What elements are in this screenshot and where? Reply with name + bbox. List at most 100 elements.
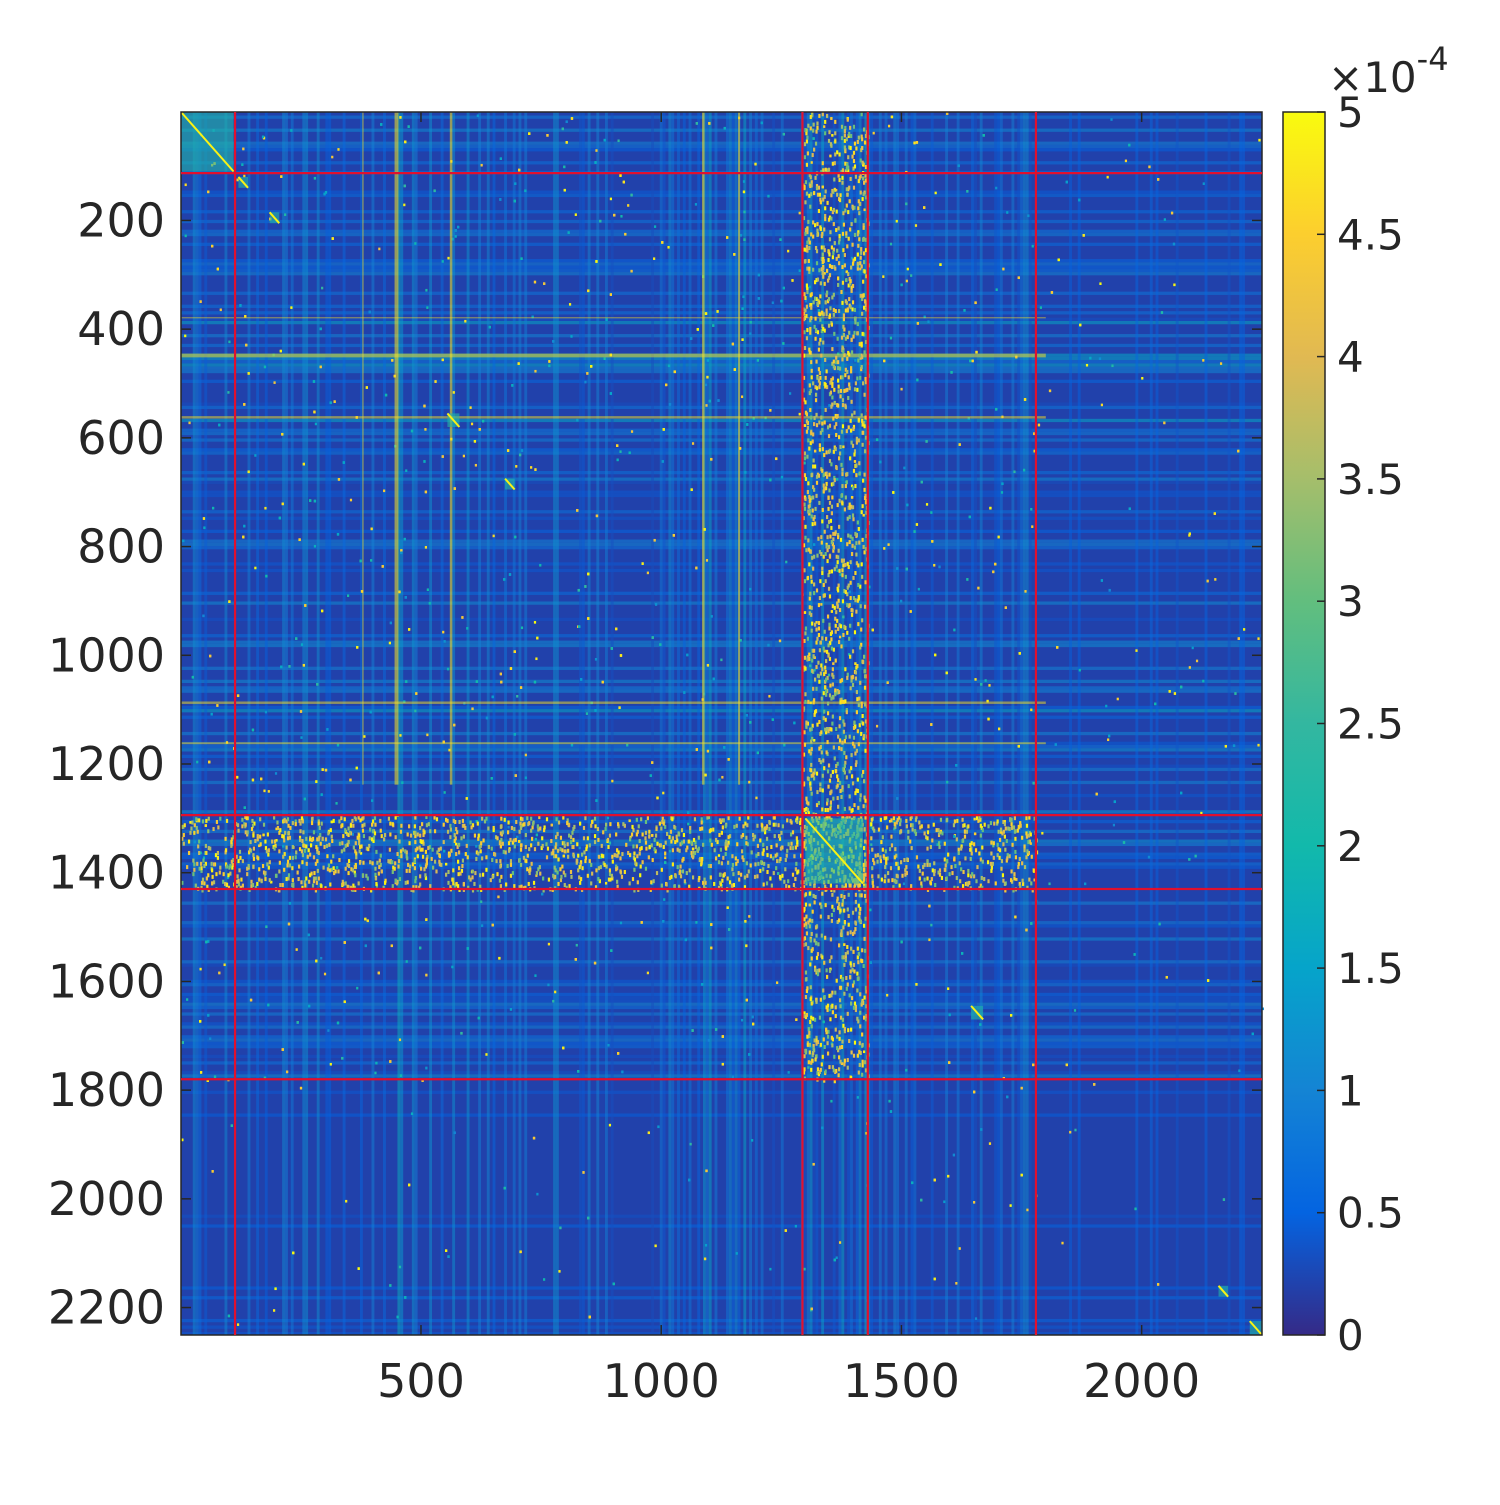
heatmap-cell [572,844,575,849]
heatmap-cell [851,206,855,211]
heatmap-cell [366,919,369,923]
heatmap-cell [587,617,590,620]
heatmap-cell [684,881,687,885]
heatmap-cell [691,1029,694,1032]
heatmap-cell [822,554,825,559]
heatmap-cell [830,216,833,221]
heatmap-cell [720,861,723,866]
heatmap-cell [218,971,221,975]
heatmap-cell [661,819,664,824]
heatmap-cell [365,386,368,389]
heatmap-row-stripe [181,1071,1262,1075]
heatmap-cell [1173,692,1177,695]
heatmap-row-stripe [181,546,1262,550]
heatmap-cell [1004,826,1007,831]
heatmap-cell [608,872,612,877]
heatmap-cell [355,766,358,770]
heatmap-cell [577,1070,580,1073]
heatmap-cell [809,985,812,990]
heatmap-cell [238,868,241,873]
heatmap-cell [811,918,814,923]
heatmap-cell [837,389,840,394]
heatmap-col-stripe [945,112,949,1335]
heatmap-cell [840,697,843,702]
heatmap-cell [563,849,566,854]
heatmap-cell [473,881,476,886]
heatmap-bright-column [449,112,453,785]
heatmap-cell [837,378,840,383]
heatmap-cell [608,833,612,838]
heatmap-cell [821,519,824,524]
heatmap-cell [897,866,900,871]
heatmap-cell [860,148,863,153]
heatmap-cell [823,1078,826,1083]
heatmap-cell [861,959,864,964]
heatmap-cell [854,218,857,223]
heatmap-cell [762,882,765,887]
heatmap-cell [746,423,749,426]
heatmap-cell [232,858,235,863]
heatmap-cell [735,1252,738,1255]
heatmap-col-stripe [812,112,816,1335]
heatmap-cell [829,390,833,395]
heatmap-cell [696,328,699,331]
heatmap-cell [560,874,563,879]
heatmap-cell [615,627,618,631]
heatmap-cell [619,450,622,453]
heatmap-cell [1065,1063,1068,1067]
heatmap-cell [832,531,835,536]
heatmap-cell [921,871,924,876]
heatmap-cell [983,822,986,827]
heatmap-cell [957,847,960,852]
heatmap-cell [842,615,845,619]
heatmap-cell [199,1020,202,1023]
heatmap-cell [442,840,445,845]
heatmap-cell [806,230,809,235]
heatmap-cell [824,1069,827,1074]
heatmap-cell [830,1035,834,1040]
heatmap-cell [604,827,607,832]
heatmap-cell [189,821,192,824]
heatmap-row-stripe [181,418,1262,423]
heatmap-cell [849,969,852,974]
heatmap-cell [414,879,417,884]
heatmap-row-stripe [181,115,1262,119]
heatmap-cell [243,174,246,178]
heatmap-cell [832,247,835,252]
heatmap-cell [329,401,332,405]
heatmap-cell [578,846,581,850]
heatmap-cell [718,778,721,782]
heatmap-cell [808,383,811,388]
heatmap-cell [204,861,207,866]
heatmap-cell [1180,791,1183,795]
heatmap-cell [827,673,831,677]
heatmap-cell [1025,816,1028,821]
heatmap-cell [480,900,483,904]
heatmap-cell [824,382,827,387]
heatmap-row-stripe [181,1022,1262,1026]
heatmap-cell [287,823,290,828]
heatmap-cell [809,441,812,446]
heatmap-cell [836,192,839,197]
heatmap-cell [499,672,502,676]
heatmap-cell [704,383,708,387]
heatmap-cell [641,562,644,565]
heatmap-cell [223,963,226,967]
heatmap-col-stripe [282,112,286,1335]
heatmap-cell [858,696,861,701]
heatmap-cell [668,875,672,880]
heatmap-cell [827,275,831,280]
heatmap-cell [840,1062,844,1066]
heatmap-col-stripe [264,112,268,1335]
heatmap-cell [740,1018,744,1022]
heatmap-cell [998,837,1002,842]
heatmap-row-stripe [181,334,1262,338]
heatmap-cell [851,154,854,159]
heatmap-cell [197,844,200,849]
heatmap-cell [447,869,450,874]
heatmap-cell [708,399,711,403]
heatmap-cell [457,225,460,229]
heatmap-cell [850,413,854,418]
heatmap-cell [336,1021,340,1025]
heatmap-cell [313,499,317,503]
